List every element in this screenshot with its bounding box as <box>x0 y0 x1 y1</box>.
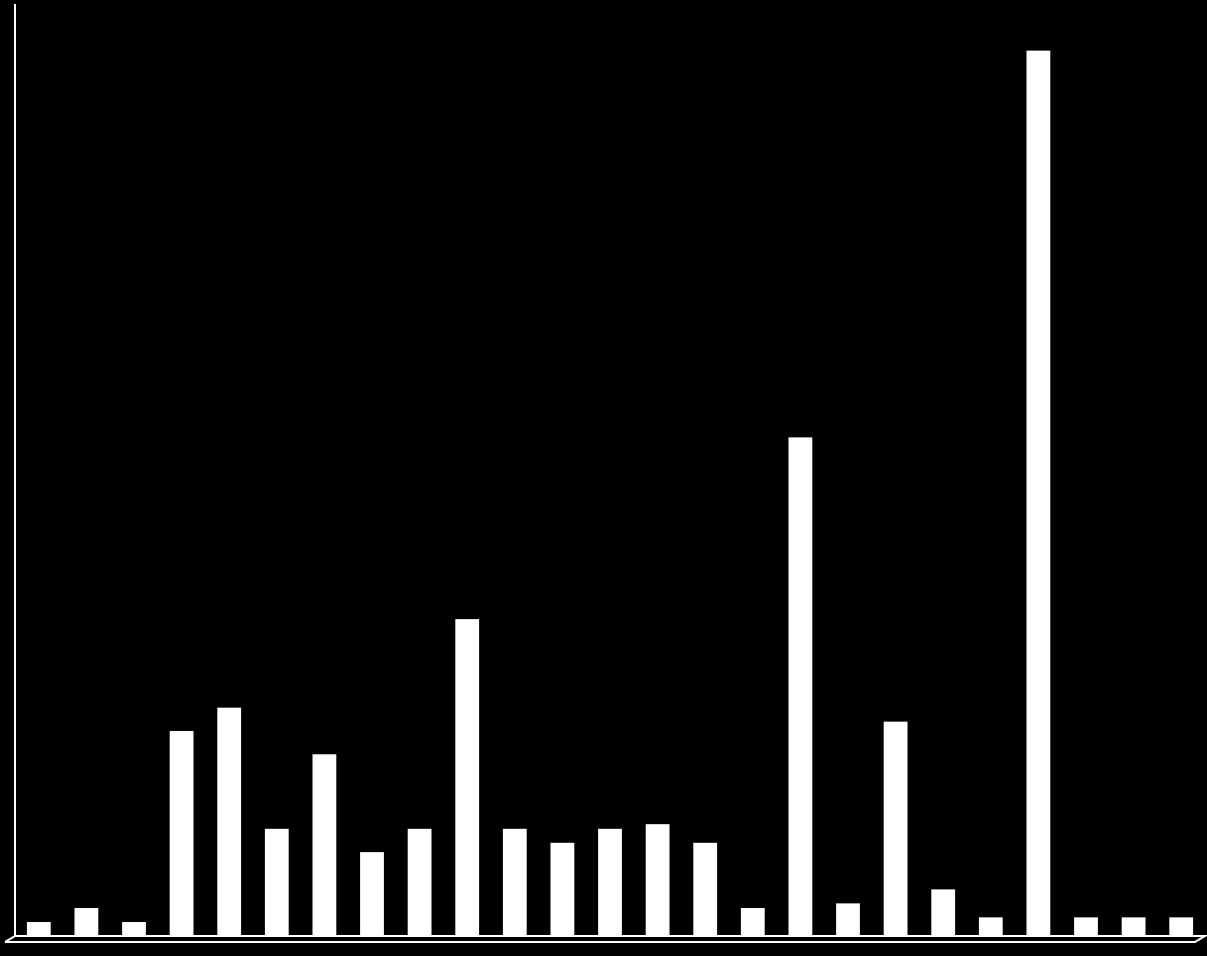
bar <box>27 922 51 936</box>
chart-canvas <box>0 0 1207 956</box>
bar <box>313 754 337 936</box>
bar <box>931 889 955 936</box>
bar <box>1122 917 1146 936</box>
bar <box>503 829 527 936</box>
bar <box>1027 51 1051 936</box>
bar <box>836 903 860 936</box>
bar <box>884 722 908 936</box>
bar <box>122 922 146 936</box>
bar <box>789 437 813 936</box>
bar <box>1074 917 1098 936</box>
bar <box>360 852 384 936</box>
bar <box>693 843 717 936</box>
bar <box>598 829 622 936</box>
bar <box>408 829 432 936</box>
bar <box>217 708 241 936</box>
bar <box>551 843 575 936</box>
bar-chart <box>0 0 1207 956</box>
bar <box>75 908 99 936</box>
bar <box>455 619 479 936</box>
bar <box>265 829 289 936</box>
bar <box>979 917 1003 936</box>
bar <box>646 824 670 936</box>
bar <box>1169 917 1193 936</box>
bar <box>741 908 765 936</box>
bar <box>170 731 194 936</box>
